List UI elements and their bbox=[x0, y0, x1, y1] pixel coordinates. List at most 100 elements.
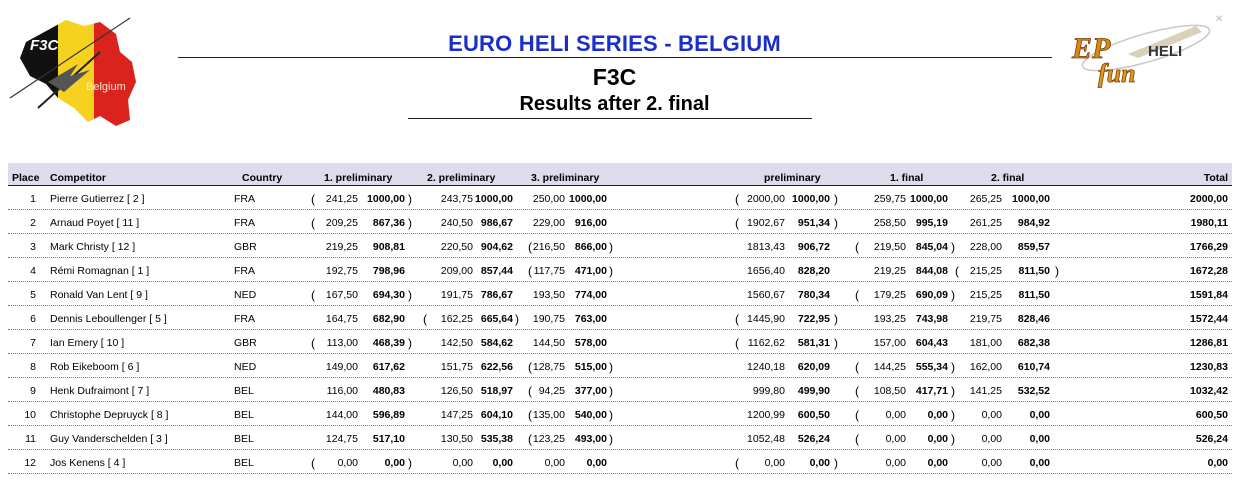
cell-competitor: Guy Vanderschelden [ 3 ] bbox=[50, 433, 168, 445]
drop-paren-open: ( bbox=[855, 432, 859, 446]
cell-p2-norm: 0,00 bbox=[492, 457, 513, 469]
cell-f1-raw: 0,00 bbox=[885, 433, 906, 445]
logo-left-f3c-text: F3C bbox=[30, 37, 60, 54]
cell-p2-raw: 126,50 bbox=[440, 385, 473, 397]
cell-p2-norm: 535,38 bbox=[480, 433, 513, 445]
cell-country: FRA bbox=[234, 217, 255, 229]
col-final2: 2. final bbox=[991, 172, 1025, 184]
cell-country: NED bbox=[234, 289, 257, 301]
cell-p2-raw: 147,25 bbox=[440, 409, 473, 421]
cell-pre-norm: 906,72 bbox=[797, 241, 830, 253]
drop-paren-open: ( bbox=[423, 312, 427, 326]
cell-place: 9 bbox=[30, 385, 36, 397]
cell-place: 8 bbox=[30, 361, 36, 373]
cell-p2-raw: 220,50 bbox=[440, 241, 473, 253]
drop-paren-close: ) bbox=[951, 240, 955, 254]
cell-f2-raw: 181,00 bbox=[969, 337, 1002, 349]
cell-f2-norm: 984,92 bbox=[1017, 217, 1050, 229]
cell-f2-raw: 215,25 bbox=[969, 265, 1002, 277]
results-table: Place Competitor Country 1. preliminary … bbox=[8, 163, 1232, 474]
cell-p3-norm: 774,00 bbox=[574, 289, 607, 301]
cell-total: 526,24 bbox=[1195, 433, 1228, 445]
cell-p2-norm: 518,97 bbox=[480, 385, 513, 397]
drop-paren-open: ( bbox=[528, 360, 532, 374]
cell-f2-norm: 828,46 bbox=[1017, 313, 1050, 325]
cell-place: 5 bbox=[30, 289, 36, 301]
cell-pre-norm: 722,95 bbox=[797, 313, 830, 325]
cell-competitor: Christophe Depruyck [ 8 ] bbox=[50, 409, 169, 421]
cell-f2-norm: 0,00 bbox=[1029, 433, 1050, 445]
cell-pre-norm: 951,34 bbox=[797, 217, 830, 229]
cell-f1-raw: 193,25 bbox=[873, 313, 906, 325]
cell-country: FRA bbox=[234, 313, 255, 325]
table-row: 5 Ronald Van Lent [ 9 ] NED (167,50 694,30) 1… bbox=[8, 282, 1232, 306]
cell-p2-raw: 240,50 bbox=[440, 217, 473, 229]
col-preliminary: preliminary bbox=[764, 172, 821, 184]
col-final1: 1. final bbox=[890, 172, 924, 184]
cell-f1-norm: 1000,00 bbox=[910, 193, 948, 205]
cell-p3-norm: 540,00 bbox=[574, 409, 607, 421]
cell-total: 1286,81 bbox=[1190, 337, 1228, 349]
table-row: 10 Christophe Depruyck [ 8 ] BEL 144,00 596,… bbox=[8, 402, 1232, 426]
cell-f2-norm: 610,74 bbox=[1017, 361, 1050, 373]
cell-f1-norm: 690,09 bbox=[915, 289, 948, 301]
cell-country: BEL bbox=[234, 457, 254, 469]
cell-f1-raw: 179,25 bbox=[873, 289, 906, 301]
drop-paren-open: ( bbox=[855, 384, 859, 398]
cell-f1-raw: 258,50 bbox=[873, 217, 906, 229]
table-row: 6 Dennis Leboullenger [ 5 ] FRA 164,75 682,9… bbox=[8, 306, 1232, 330]
cell-p3-raw: 117,75 bbox=[533, 265, 565, 277]
cell-p2-raw: 0,00 bbox=[452, 457, 473, 469]
cell-p1-norm: 596,89 bbox=[372, 409, 405, 421]
drop-paren-open: ( bbox=[311, 288, 315, 302]
cell-pre-norm: 581,31 bbox=[797, 337, 830, 349]
table-row: 9 Henk Dufraimont [ 7 ] BEL 116,00 480,83 126… bbox=[8, 378, 1232, 402]
cell-competitor: Mark Christy [ 12 ] bbox=[50, 241, 136, 253]
cell-p3-norm: 763,00 bbox=[574, 313, 607, 325]
drop-paren-close: ) bbox=[834, 456, 838, 470]
cell-f2-norm: 811,50 bbox=[1018, 289, 1050, 301]
drop-paren-close: ) bbox=[1055, 264, 1059, 278]
drop-paren-close: ) bbox=[609, 264, 613, 278]
cell-f1-raw: 157,00 bbox=[873, 337, 906, 349]
drop-paren-open: ( bbox=[955, 264, 959, 278]
drop-paren-close: ) bbox=[951, 384, 955, 398]
drop-paren-open: ( bbox=[735, 216, 739, 230]
cell-f2-norm: 0,00 bbox=[1029, 457, 1050, 469]
table-row: 7 Ian Emery [ 10 ] GBR (113,00 468,39) 142,50… bbox=[8, 330, 1232, 354]
cell-pre-raw: 1200,99 bbox=[747, 409, 785, 421]
cell-p1-raw: 124,75 bbox=[325, 433, 358, 445]
cell-pre-norm: 526,24 bbox=[797, 433, 830, 445]
cell-p1-norm: 480,83 bbox=[372, 385, 405, 397]
cell-p1-norm: 0,00 bbox=[384, 457, 405, 469]
col-total: Total bbox=[1203, 172, 1228, 184]
cell-p3-raw: 128,75 bbox=[532, 361, 565, 373]
cell-f1-raw: 219,50 bbox=[873, 241, 906, 253]
cell-competitor: Ian Emery [ 10 ] bbox=[50, 337, 125, 349]
col-place: Place bbox=[12, 172, 40, 184]
cell-p1-raw: 219,25 bbox=[325, 241, 358, 253]
cell-pre-norm: 828,20 bbox=[797, 265, 830, 277]
cell-p3-norm: 471,00 bbox=[574, 265, 607, 277]
cell-p3-norm: 515,00 bbox=[574, 361, 607, 373]
cell-total: 1591,84 bbox=[1190, 289, 1228, 301]
col-prelim3: 3. preliminary bbox=[531, 172, 600, 184]
cell-f2-norm: 859,57 bbox=[1017, 241, 1050, 253]
cell-f2-norm: 682,38 bbox=[1017, 337, 1050, 349]
cell-pre-norm: 0,00 bbox=[809, 457, 830, 469]
cell-p1-raw: 164,75 bbox=[325, 313, 358, 325]
cell-total: 0,00 bbox=[1207, 457, 1228, 469]
cell-country: FRA bbox=[234, 265, 255, 277]
cell-p2-raw: 130,50 bbox=[440, 433, 473, 445]
drop-paren-close: ) bbox=[951, 360, 955, 374]
series-title: EURO HELI SERIES - BELGIUM bbox=[448, 31, 781, 56]
cell-pre-raw: 1240,18 bbox=[747, 361, 785, 373]
cell-p1-raw: 116,00 bbox=[326, 385, 358, 397]
cell-p2-norm: 622,56 bbox=[480, 361, 513, 373]
cell-p1-raw: 192,75 bbox=[325, 265, 358, 277]
cell-competitor: Dennis Leboullenger [ 5 ] bbox=[50, 313, 167, 325]
cell-country: NED bbox=[234, 361, 257, 373]
cell-p3-raw: 123,25 bbox=[532, 433, 565, 445]
cell-p2-norm: 584,62 bbox=[480, 337, 513, 349]
cell-total: 1672,28 bbox=[1190, 265, 1228, 277]
